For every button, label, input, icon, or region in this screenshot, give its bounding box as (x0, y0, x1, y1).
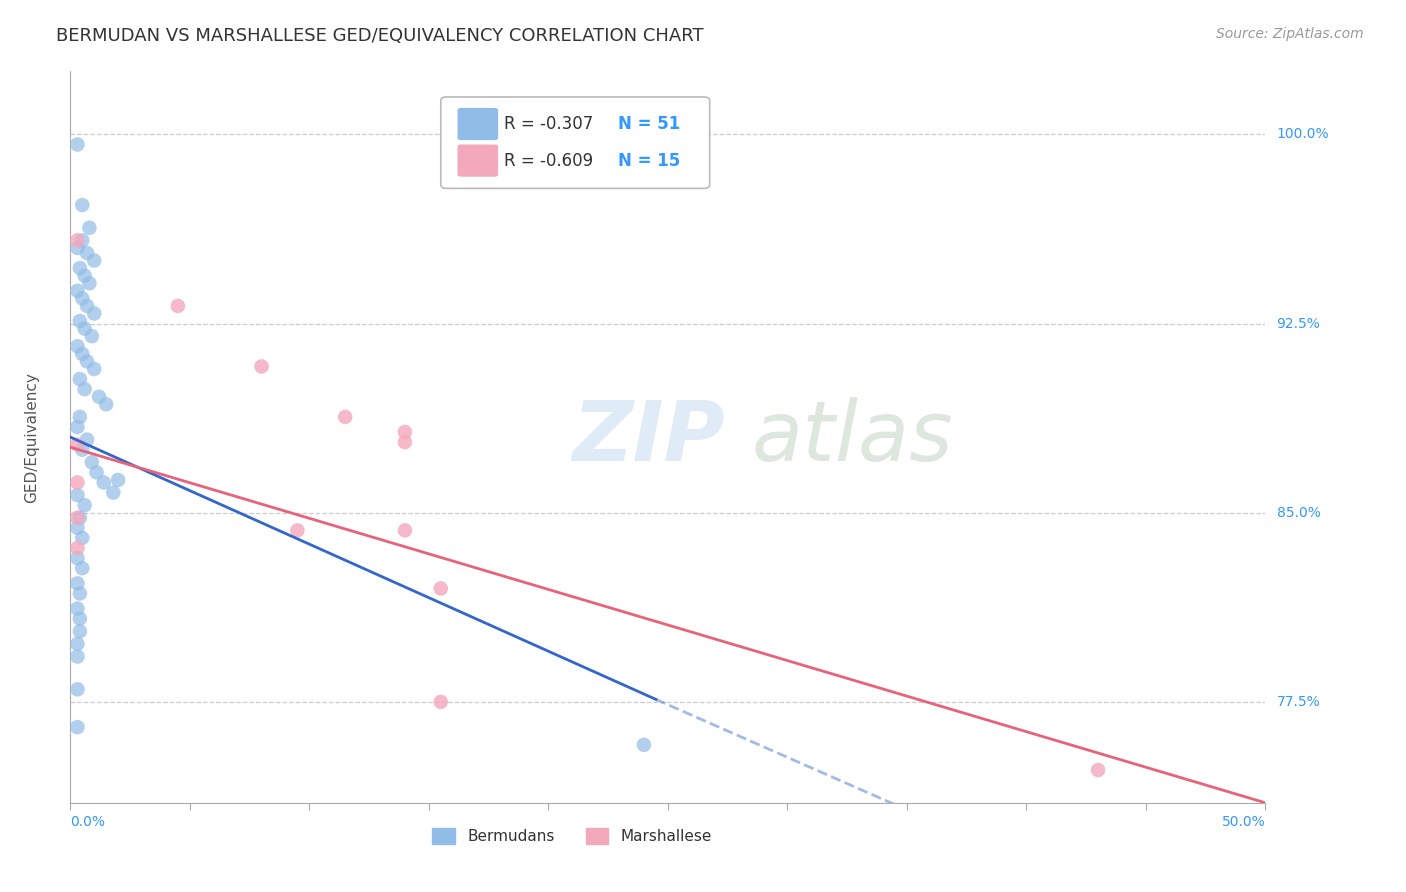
Text: 92.5%: 92.5% (1277, 317, 1320, 331)
Point (69, 586, 91, 600)
Point (87, 390, 110, 404)
Point (76, 354, 98, 368)
Point (70, 442, 93, 457)
Point (250, 359, 273, 374)
Point (70, 233, 93, 247)
Point (66, 720, 89, 734)
Point (66, 649, 89, 664)
Text: atlas: atlas (751, 397, 953, 477)
Point (66, 601, 89, 615)
Point (66, 576, 89, 591)
FancyBboxPatch shape (457, 108, 498, 140)
Point (79, 220, 101, 235)
Point (66, 339, 89, 353)
Point (83, 306, 105, 320)
Point (76, 246, 98, 260)
Point (66, 521, 89, 535)
Point (66, 241, 89, 255)
Text: BERMUDAN VS MARSHALLESE GED/EQUIVALENCY CORRELATION CHART: BERMUDAN VS MARSHALLESE GED/EQUIVALENCY … (56, 27, 704, 45)
Point (394, 524, 416, 538)
Text: N = 51: N = 51 (617, 115, 681, 133)
Point (430, 582, 453, 596)
Point (287, 524, 309, 538)
Point (79, 277, 101, 291)
Point (70, 531, 93, 545)
Point (80, 329, 103, 343)
Text: GED/Equivalency: GED/Equivalency (24, 372, 39, 502)
Point (430, 695, 453, 709)
Point (66, 541, 89, 555)
Point (69, 261, 91, 276)
Point (633, 738, 655, 752)
Point (69, 624, 91, 639)
Point (76, 433, 98, 447)
Point (69, 409, 91, 424)
Point (73, 321, 96, 335)
Point (66, 437, 89, 451)
Point (66, 420, 89, 434)
Point (93, 475, 115, 490)
Point (70, 347, 93, 361)
Point (66, 233, 89, 247)
Point (70, 561, 93, 575)
FancyBboxPatch shape (457, 145, 498, 177)
Point (166, 299, 188, 313)
Point (80, 455, 103, 469)
Point (69, 372, 91, 386)
Point (66, 284, 89, 298)
Text: 77.5%: 77.5% (1277, 695, 1320, 709)
Legend: Bermudans, Marshallese: Bermudans, Marshallese (426, 822, 718, 850)
Text: N = 15: N = 15 (617, 152, 681, 169)
Point (69, 612, 91, 626)
Point (86, 466, 108, 480)
Point (83, 362, 105, 376)
Text: ZIP: ZIP (572, 397, 725, 477)
Point (96, 397, 117, 411)
Point (73, 498, 96, 512)
Point (66, 682, 89, 697)
Point (73, 382, 96, 396)
Point (66, 137, 89, 152)
Point (69, 314, 91, 328)
Point (73, 268, 96, 283)
Text: R = -0.307: R = -0.307 (505, 115, 593, 133)
Point (107, 473, 129, 487)
Point (394, 435, 416, 450)
Text: R = -0.609: R = -0.609 (505, 152, 593, 169)
Point (66, 475, 89, 490)
Point (103, 485, 125, 500)
Point (70, 291, 93, 305)
Point (66, 551, 89, 566)
Text: 85.0%: 85.0% (1277, 506, 1320, 520)
Point (76, 299, 98, 313)
Point (70, 198, 93, 212)
Point (83, 253, 105, 268)
Point (1087, 763, 1109, 777)
Point (335, 409, 357, 424)
Point (66, 510, 89, 524)
FancyBboxPatch shape (441, 97, 710, 188)
Point (66, 488, 89, 502)
Point (69, 510, 91, 524)
Text: 100.0%: 100.0% (1277, 128, 1329, 142)
Point (394, 425, 416, 439)
Text: Source: ZipAtlas.com: Source: ZipAtlas.com (1216, 27, 1364, 41)
Point (66, 637, 89, 651)
